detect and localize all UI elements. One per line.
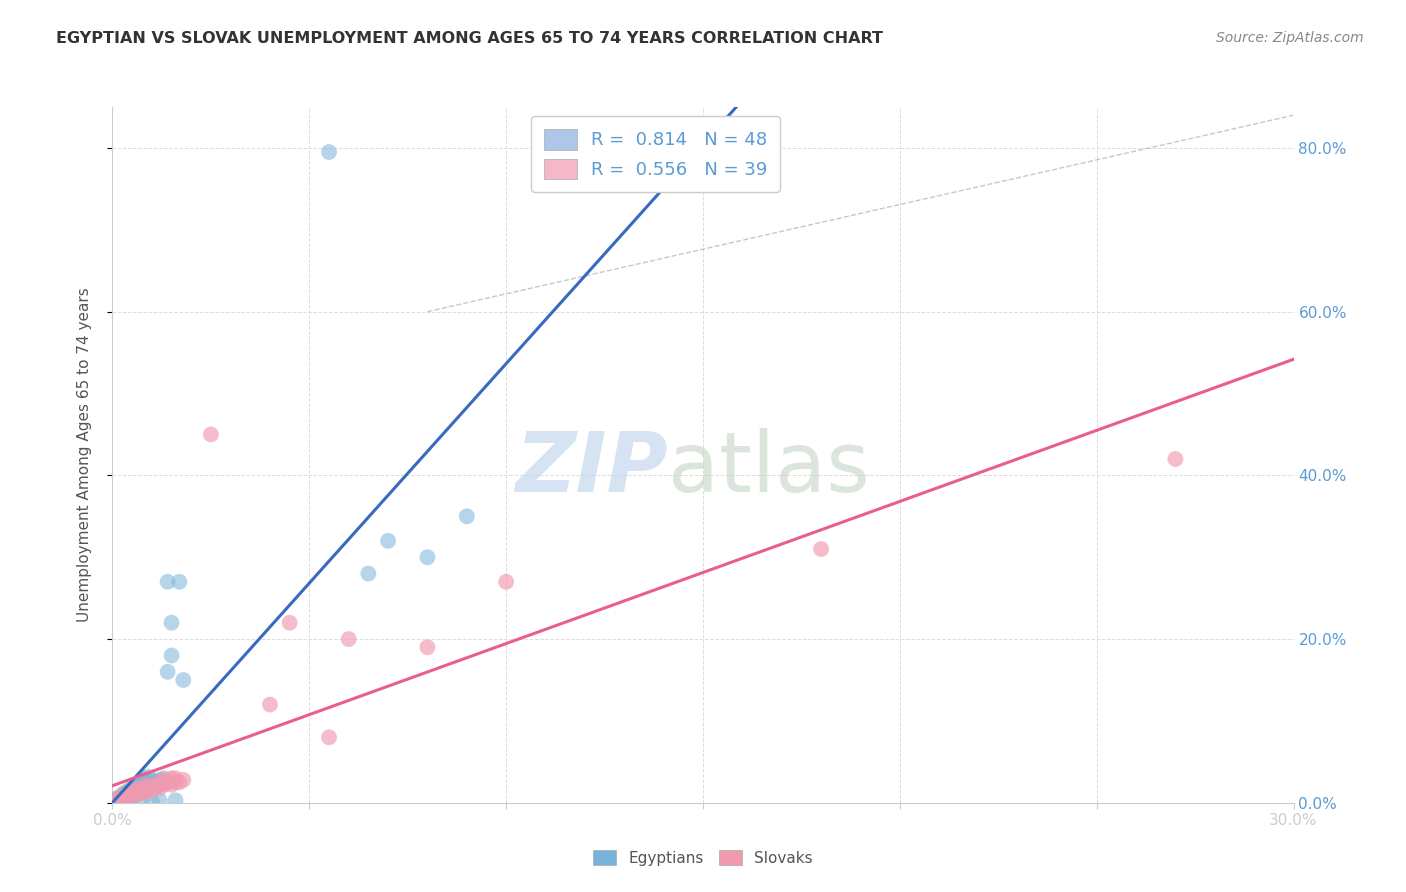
Point bbox=[125, 788, 148, 802]
Point bbox=[121, 791, 143, 805]
Point bbox=[318, 731, 340, 745]
Point bbox=[149, 772, 172, 787]
Point bbox=[121, 783, 143, 797]
Point bbox=[377, 533, 399, 548]
Point bbox=[416, 640, 439, 655]
Point bbox=[172, 673, 194, 687]
Point bbox=[112, 788, 135, 802]
Point bbox=[1164, 452, 1187, 467]
Point bbox=[105, 791, 128, 805]
Point bbox=[112, 789, 135, 804]
Point bbox=[125, 783, 148, 797]
Point bbox=[125, 783, 148, 797]
Point bbox=[200, 427, 222, 442]
Point bbox=[121, 786, 143, 800]
Point bbox=[132, 783, 155, 797]
Point bbox=[169, 574, 191, 589]
Point bbox=[259, 698, 281, 712]
Point bbox=[141, 794, 163, 808]
Point bbox=[156, 775, 179, 789]
Point bbox=[169, 775, 191, 789]
Point bbox=[141, 780, 163, 794]
Point bbox=[149, 775, 172, 789]
Point bbox=[129, 780, 152, 795]
Point bbox=[136, 780, 159, 795]
Point bbox=[129, 783, 152, 797]
Point bbox=[810, 542, 832, 557]
Point bbox=[152, 771, 174, 785]
Point bbox=[141, 783, 163, 797]
Point bbox=[165, 771, 187, 785]
Text: Source: ZipAtlas.com: Source: ZipAtlas.com bbox=[1216, 31, 1364, 45]
Point bbox=[149, 793, 172, 807]
Point bbox=[152, 775, 174, 789]
Point bbox=[117, 789, 139, 804]
Point bbox=[136, 775, 159, 789]
Point bbox=[172, 772, 194, 787]
Point bbox=[125, 788, 148, 802]
Point bbox=[132, 789, 155, 804]
Point bbox=[495, 574, 517, 589]
Point bbox=[112, 789, 135, 804]
Point bbox=[110, 791, 132, 805]
Point bbox=[152, 778, 174, 792]
Point bbox=[121, 780, 143, 795]
Text: EGYPTIAN VS SLOVAK UNEMPLOYMENT AMONG AGES 65 TO 74 YEARS CORRELATION CHART: EGYPTIAN VS SLOVAK UNEMPLOYMENT AMONG AG… bbox=[56, 31, 883, 46]
Point bbox=[117, 788, 139, 802]
Point bbox=[110, 789, 132, 804]
Point bbox=[112, 788, 135, 802]
Point bbox=[165, 775, 187, 789]
Point bbox=[357, 566, 380, 581]
Point bbox=[117, 788, 139, 802]
Point bbox=[132, 778, 155, 792]
Point bbox=[149, 780, 172, 795]
Point bbox=[121, 789, 143, 804]
Y-axis label: Unemployment Among Ages 65 to 74 years: Unemployment Among Ages 65 to 74 years bbox=[77, 287, 91, 623]
Point bbox=[160, 771, 183, 785]
Point bbox=[129, 775, 152, 789]
Point bbox=[152, 772, 174, 787]
Point bbox=[160, 648, 183, 663]
Point bbox=[121, 788, 143, 802]
Point bbox=[160, 778, 183, 792]
Text: atlas: atlas bbox=[668, 428, 869, 509]
Legend: Egyptians, Slovaks: Egyptians, Slovaks bbox=[588, 844, 818, 871]
Point bbox=[121, 786, 143, 800]
Point bbox=[145, 780, 167, 794]
Point bbox=[145, 775, 167, 789]
Point bbox=[156, 574, 179, 589]
Point bbox=[136, 770, 159, 784]
Point bbox=[141, 772, 163, 787]
Point bbox=[278, 615, 301, 630]
Point bbox=[117, 786, 139, 800]
Point bbox=[117, 783, 139, 797]
Point bbox=[149, 778, 172, 792]
Point bbox=[132, 783, 155, 797]
Point bbox=[132, 771, 155, 785]
Point bbox=[141, 780, 163, 794]
Point bbox=[110, 790, 132, 805]
Point bbox=[160, 615, 183, 630]
Point bbox=[125, 780, 148, 794]
Point bbox=[129, 780, 152, 794]
Point bbox=[136, 778, 159, 792]
Point bbox=[129, 786, 152, 800]
Point bbox=[112, 786, 135, 800]
Point bbox=[105, 791, 128, 805]
Point bbox=[416, 550, 439, 565]
Point bbox=[165, 793, 187, 807]
Point bbox=[337, 632, 360, 646]
Point bbox=[456, 509, 478, 524]
Point bbox=[136, 780, 159, 795]
Point bbox=[318, 145, 340, 159]
Point bbox=[156, 665, 179, 679]
Text: ZIP: ZIP bbox=[515, 428, 668, 509]
Point bbox=[132, 786, 155, 800]
